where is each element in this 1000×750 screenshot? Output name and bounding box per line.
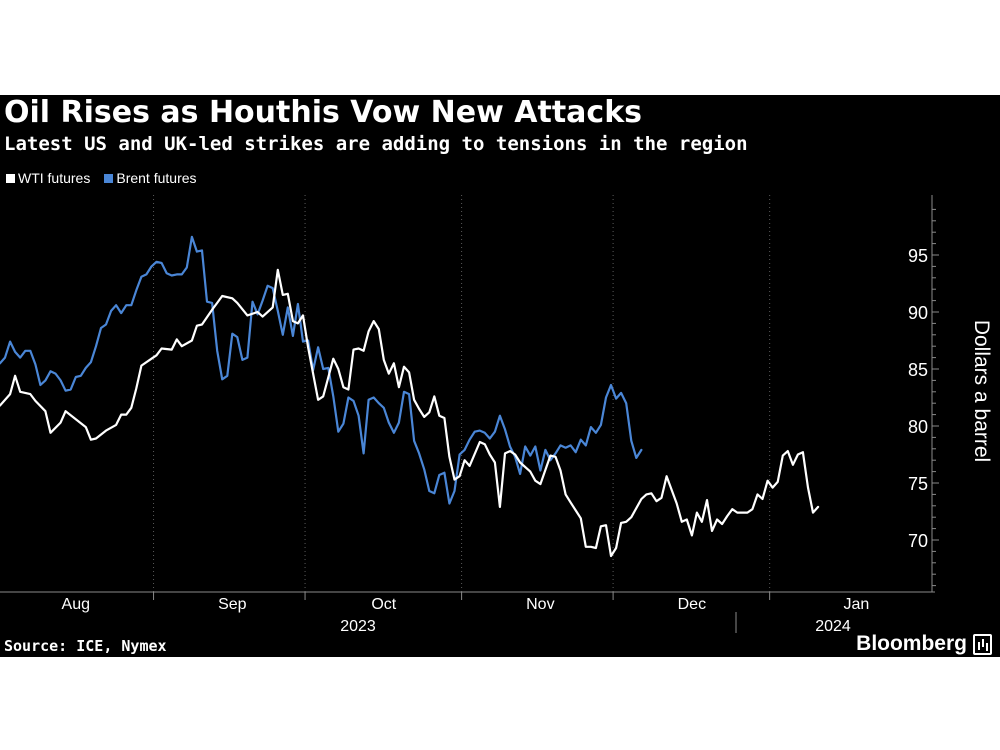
x-tick-label: Nov: [526, 596, 554, 613]
legend-item-brent: Brent futures: [104, 168, 197, 188]
x-tick-label: Oct: [371, 596, 396, 613]
x-tick-label: Dec: [678, 596, 706, 613]
y-tick-label: 90: [908, 303, 928, 323]
legend-item-wti: WTI futures: [6, 168, 90, 188]
chart-panel: [0, 95, 1000, 657]
x-tick-label: Jan: [844, 596, 870, 613]
y-tick-label: 80: [908, 417, 928, 437]
y-tick-label: 85: [908, 360, 928, 380]
legend-label-wti: WTI futures: [18, 170, 91, 186]
legend-swatch-brent: [104, 173, 114, 183]
y-tick-label: 70: [908, 531, 928, 551]
y-tick-label: 75: [908, 474, 928, 494]
chart-subtitle: Latest US and UK-led strikes are adding …: [4, 133, 748, 155]
source-note: Source: ICE, Nymex: [4, 637, 167, 655]
series-line-brent: [0, 235, 643, 505]
x-tick-label: Sep: [218, 596, 247, 613]
brand-name: Bloomberg: [856, 632, 967, 655]
y-tick-label: 95: [908, 246, 928, 266]
year-label: 2023: [340, 618, 376, 635]
chart-title: Oil Rises as Houthis Vow New Attacks: [4, 95, 642, 130]
legend-label-brent: Brent futures: [116, 170, 197, 186]
year-label: 2024: [815, 618, 851, 635]
x-tick-label: Aug: [62, 596, 90, 613]
chart-icon: [973, 633, 992, 655]
legend-swatch-wti: [6, 173, 15, 183]
y-axis-label: Dollars a barrel: [970, 320, 993, 462]
brand-logo: Bloomberg: [856, 630, 992, 658]
legend: WTI futures Brent futures: [6, 168, 197, 188]
series-line-wti: [0, 268, 820, 558]
